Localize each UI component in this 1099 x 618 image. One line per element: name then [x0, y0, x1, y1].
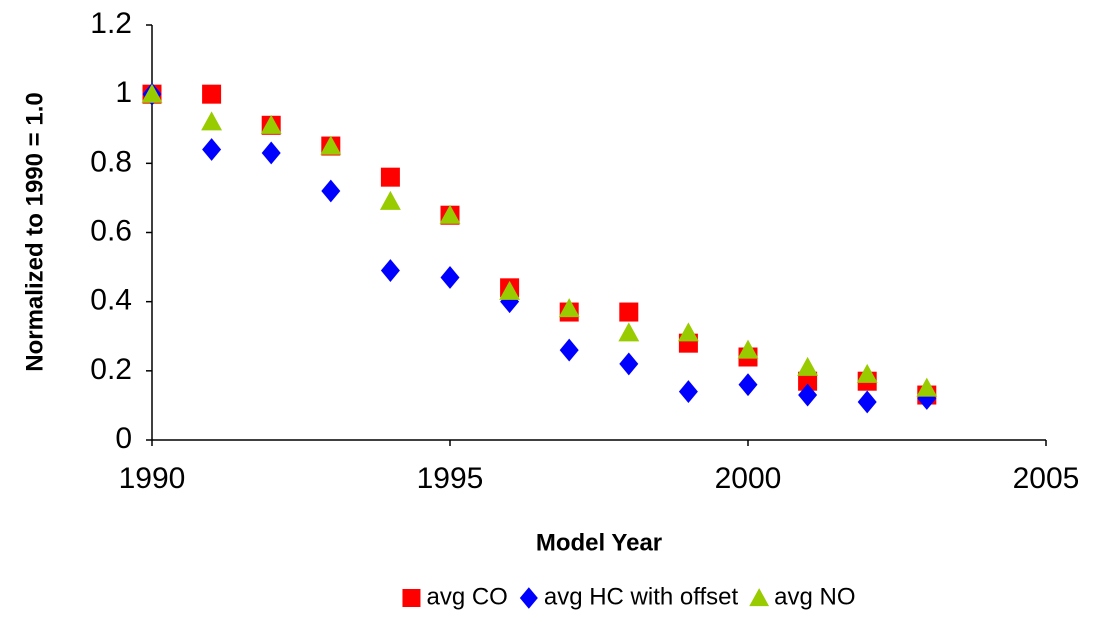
- x-tick-label: 2000: [715, 462, 782, 495]
- point: [202, 84, 222, 104]
- point: [678, 380, 698, 403]
- point: [261, 141, 281, 165]
- point: [380, 259, 400, 282]
- point: [738, 373, 758, 397]
- point: [202, 138, 222, 161]
- y-tick-label: 1.2: [90, 7, 132, 40]
- legend-label: avg NO: [774, 583, 855, 610]
- point: [141, 83, 163, 103]
- point: [379, 190, 401, 210]
- legend-label: avg CO: [426, 583, 507, 610]
- point: [619, 302, 639, 322]
- y-axis-title: Normalized to 1990 = 1.0: [21, 92, 48, 371]
- legend-marker: [519, 587, 538, 609]
- point: [499, 280, 521, 300]
- point: [916, 377, 938, 397]
- point: [320, 135, 342, 155]
- y-tick-label: 0.4: [90, 284, 132, 317]
- point: [798, 371, 818, 391]
- y-tick-label: 1: [115, 76, 132, 109]
- point: [619, 352, 639, 376]
- point: [857, 390, 877, 414]
- x-tick-label: 1995: [417, 462, 484, 495]
- y-tick-label: 0: [115, 422, 132, 455]
- point: [559, 338, 579, 362]
- point: [260, 114, 282, 134]
- x-tick-label: 1990: [119, 462, 186, 495]
- point: [380, 167, 400, 187]
- point: [797, 356, 819, 376]
- x-axis-title: Model Year: [536, 529, 662, 556]
- y-tick-label: 0.8: [90, 145, 132, 178]
- x-tick-label: 2005: [1013, 462, 1080, 495]
- point: [439, 204, 461, 224]
- y-tick-label: 0.2: [90, 353, 132, 386]
- point: [677, 322, 699, 342]
- point: [798, 383, 818, 407]
- point: [917, 387, 937, 410]
- point: [737, 339, 759, 359]
- point: [558, 298, 580, 318]
- y-tick-label: 0.6: [90, 214, 132, 247]
- point: [856, 363, 878, 383]
- point: [440, 266, 460, 289]
- legend-marker: [402, 589, 421, 607]
- point: [618, 322, 640, 342]
- point: [201, 111, 223, 131]
- legend-marker: [749, 588, 770, 607]
- point: [321, 179, 341, 203]
- legend-label: avg HC with offset: [544, 583, 739, 610]
